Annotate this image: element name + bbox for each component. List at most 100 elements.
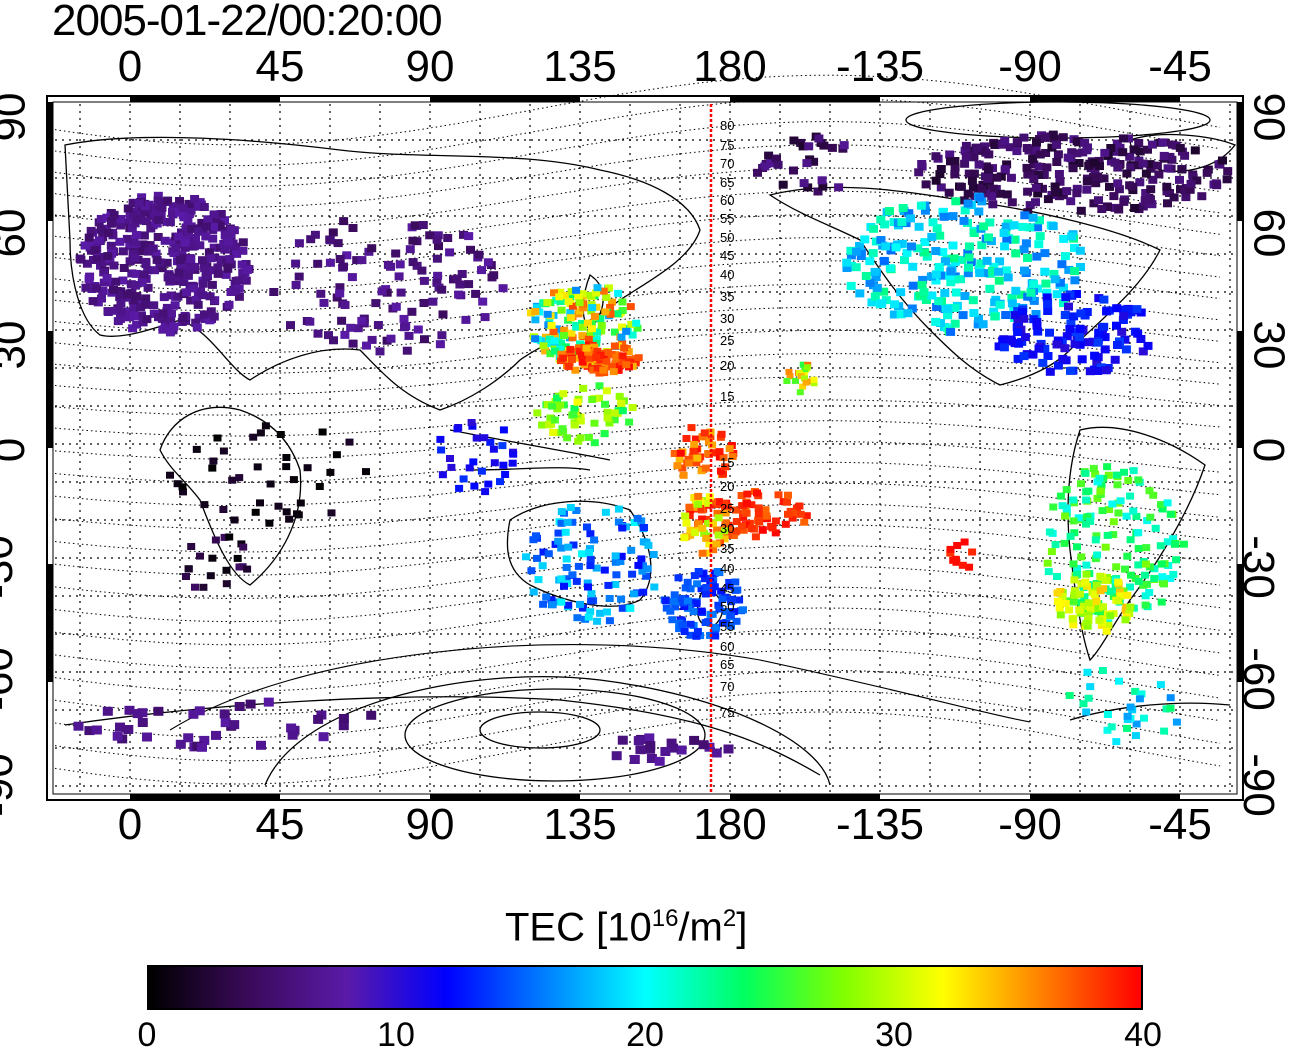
tec-cell [1126,703,1135,711]
tec-cell [861,272,871,280]
tec-cell [446,455,454,462]
tec-cell [982,256,992,265]
tec-cell [1149,491,1158,499]
tec-cell [557,339,566,347]
tec-cell [682,519,691,527]
tec-cell [670,591,679,599]
tec-cell [738,526,746,534]
tec-cell [572,323,581,331]
tec-cell [1094,156,1104,165]
tec-cell [969,309,979,317]
tec-cell [386,334,396,343]
tec-cell [802,159,812,168]
tec-cell [645,741,656,751]
tec-cell [153,196,163,205]
tec-cell [332,293,342,302]
tec-cell [615,392,624,400]
tec-cell [870,292,880,301]
tec-cell [1136,335,1146,343]
tec-cell [680,534,689,542]
tec-cell [556,345,565,353]
tec-cell [131,231,141,239]
tec-cell [153,706,164,716]
tec-cell [1013,317,1023,326]
tec-cell [557,544,566,552]
tec-cell [99,268,109,277]
tec-cell [788,509,797,517]
tec-cell [206,307,216,316]
tec-cell [200,264,210,273]
tec-cell [1096,487,1105,495]
tec-cell [82,259,92,268]
frame-bar [430,794,580,800]
tec-cell [367,335,377,344]
tec-cell [1118,134,1128,143]
tec-cell [881,242,891,251]
tec-cell [617,552,626,560]
tec-cell [1067,148,1077,157]
tec-cell [788,514,797,522]
tec-cell [1163,199,1172,208]
tec-cell [871,273,881,281]
tec-cell [509,450,518,458]
tec-cell [1076,309,1086,318]
tec-cell [539,548,548,556]
tec-cell [432,235,442,244]
tec-cell [151,210,161,219]
tec-cell [1066,366,1075,375]
tec-cell [1050,275,1060,284]
tec-cell [1051,541,1060,549]
tec-cell [1007,293,1017,302]
tec-cell [418,221,428,229]
tec-cell [86,226,96,235]
tec-cell [725,445,734,453]
tec-cell [1165,152,1175,161]
tec-cell [680,603,689,611]
tec-cell [973,320,983,329]
tec-cell [606,310,615,318]
tec-cell [798,142,808,151]
tec-cell [789,136,799,145]
tec-cell [98,286,108,295]
tec-cell [696,505,704,513]
tec-cell [602,387,611,395]
tec-cell [1031,183,1041,192]
tec-cell [738,522,746,530]
tec-cell [720,499,729,507]
tec-cell [639,588,648,596]
tec-cell [1072,290,1081,298]
tec-cell [1070,243,1079,252]
tec-cell [115,722,125,732]
tec-cell [338,714,349,723]
tec-cell [116,221,126,230]
tec-cell [714,514,723,522]
tec-cell [869,224,878,233]
tec-cell [602,357,611,365]
tec-cell [139,270,149,279]
tec-cell [1106,144,1116,152]
map-title: 2005-01-22/00:20:00 [52,0,443,45]
tec-cell [614,366,623,374]
tec-cell [686,620,695,628]
tec-cell [132,292,142,301]
tec-cell [914,222,924,231]
tec-cell [599,287,608,295]
tec-cell [1023,170,1033,179]
tec-cell [404,331,414,340]
tec-cell [575,347,584,355]
tec-cell [181,223,191,232]
tec-cell [471,289,481,298]
tec-cell [611,409,620,417]
mlat-contour [54,482,1221,530]
tec-cell [215,221,225,230]
tec-cell [1135,695,1144,703]
tec-cell [1163,499,1172,507]
tec-cell [601,508,610,516]
tec-cell [1212,181,1222,190]
tec-cell [1082,619,1091,627]
tec-cell [136,303,146,312]
tec-cell [407,307,417,316]
tec-cell [803,364,811,371]
tec-cell [209,457,218,465]
tec-cell [679,599,688,607]
